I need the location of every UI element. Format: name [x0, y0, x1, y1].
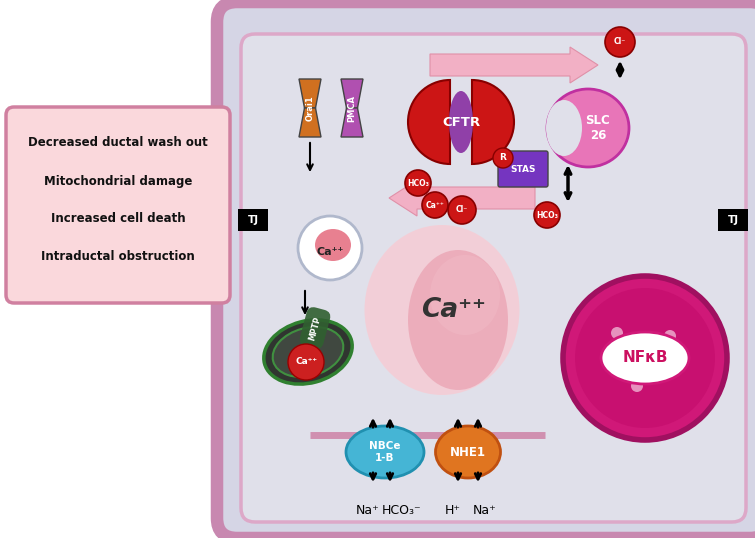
Ellipse shape	[408, 250, 508, 390]
Ellipse shape	[365, 225, 519, 395]
Text: HCO₃: HCO₃	[536, 210, 558, 220]
Text: MPTP: MPTP	[307, 315, 322, 341]
Text: HCO₃: HCO₃	[407, 179, 429, 188]
FancyBboxPatch shape	[498, 151, 548, 187]
Text: Cl⁻: Cl⁻	[456, 206, 468, 215]
Polygon shape	[341, 108, 363, 137]
FancyBboxPatch shape	[238, 209, 268, 231]
Text: Orai1: Orai1	[306, 95, 315, 121]
Text: HCO₃⁻: HCO₃⁻	[382, 504, 422, 516]
Text: STAS: STAS	[510, 165, 536, 173]
Ellipse shape	[263, 320, 352, 384]
Circle shape	[659, 367, 671, 379]
Circle shape	[288, 344, 324, 380]
Wedge shape	[408, 80, 450, 164]
FancyBboxPatch shape	[217, 2, 755, 538]
Ellipse shape	[601, 332, 689, 384]
Circle shape	[298, 216, 362, 280]
Text: NFκB: NFκB	[622, 350, 667, 365]
Circle shape	[422, 192, 448, 218]
FancyBboxPatch shape	[6, 107, 230, 303]
FancyArrow shape	[389, 180, 535, 216]
Text: NHE1: NHE1	[450, 445, 486, 458]
Polygon shape	[299, 79, 321, 108]
Wedge shape	[472, 80, 514, 164]
Ellipse shape	[346, 426, 424, 478]
Text: H⁺: H⁺	[445, 504, 461, 516]
Ellipse shape	[546, 100, 582, 156]
Text: Ca⁺⁺: Ca⁺⁺	[426, 201, 445, 209]
Circle shape	[493, 148, 513, 168]
Circle shape	[534, 202, 560, 228]
Ellipse shape	[436, 426, 501, 478]
FancyBboxPatch shape	[718, 209, 748, 231]
Text: Increased cell death: Increased cell death	[51, 213, 185, 225]
Text: NBCe
1-B: NBCe 1-B	[369, 441, 401, 463]
Text: Intraductal obstruction: Intraductal obstruction	[41, 251, 195, 264]
Text: PMCA: PMCA	[347, 95, 356, 122]
Text: SLC
26: SLC 26	[586, 114, 610, 142]
Text: Ca⁺⁺: Ca⁺⁺	[295, 357, 317, 366]
Ellipse shape	[547, 89, 629, 167]
Circle shape	[405, 170, 431, 196]
Circle shape	[575, 288, 715, 428]
Text: TJ: TJ	[727, 215, 738, 225]
Ellipse shape	[449, 91, 473, 153]
Text: Cl⁻: Cl⁻	[614, 38, 626, 46]
Ellipse shape	[273, 327, 344, 377]
Text: Mitochondrial damage: Mitochondrial damage	[44, 174, 193, 188]
Text: Na⁺: Na⁺	[473, 504, 497, 516]
FancyBboxPatch shape	[241, 34, 746, 522]
Circle shape	[563, 276, 727, 440]
Text: CFTR: CFTR	[442, 116, 480, 129]
Polygon shape	[299, 108, 321, 137]
Text: R: R	[500, 153, 507, 162]
Text: Decreased ductal wash out: Decreased ductal wash out	[28, 137, 208, 150]
Text: TJ: TJ	[248, 215, 258, 225]
Text: Na⁺: Na⁺	[356, 504, 380, 516]
Ellipse shape	[430, 255, 500, 335]
Circle shape	[611, 327, 623, 339]
Ellipse shape	[315, 229, 351, 261]
Circle shape	[664, 330, 676, 342]
Circle shape	[448, 196, 476, 224]
Circle shape	[605, 27, 635, 57]
Circle shape	[631, 380, 643, 392]
Text: Ca⁺⁺: Ca⁺⁺	[316, 247, 344, 257]
Text: Ca⁺⁺: Ca⁺⁺	[421, 297, 485, 323]
FancyArrow shape	[430, 47, 598, 83]
Polygon shape	[341, 79, 363, 108]
